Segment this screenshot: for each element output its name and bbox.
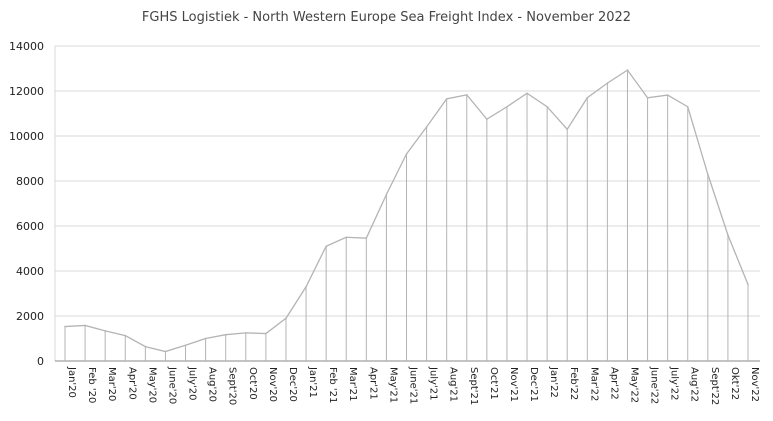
x-tick-label: Aug'20: [207, 367, 218, 402]
chart-title: FGHS Logistiek - North Western Europe Se…: [141, 10, 632, 25]
x-tick-label: Oct'21: [488, 367, 499, 400]
data-point: [124, 334, 127, 337]
x-tick-label: Dec'21: [528, 367, 539, 402]
x-tick-label: Sept'22: [709, 367, 720, 405]
data-point: [586, 96, 589, 99]
x-tick-label: Mar'20: [106, 367, 117, 401]
y-tick-label: 2000: [16, 310, 44, 323]
x-tick-label: July'22: [669, 366, 680, 400]
data-point: [626, 69, 629, 71]
data-point: [546, 105, 548, 108]
y-tick-label: 12000: [9, 85, 44, 98]
x-tick-label: Jan'22: [548, 366, 559, 398]
data-point: [265, 332, 267, 335]
x-tick-label: Sept'20: [227, 367, 238, 405]
data-point: [425, 126, 428, 128]
data-point: [184, 344, 187, 347]
y-tick-label: 0: [37, 355, 44, 368]
x-tick-label: July'20: [187, 366, 198, 400]
y-tick-label: 4000: [16, 265, 44, 278]
data-point: [345, 236, 348, 239]
data-point: [104, 330, 106, 332]
x-tick-label: Okt'22: [729, 367, 740, 400]
x-tick-label: Dec'20: [287, 367, 298, 402]
data-point: [727, 234, 729, 236]
data-point: [707, 173, 709, 176]
data-point: [646, 96, 649, 99]
x-tick-label: Sept'21: [468, 367, 479, 405]
data-point: [285, 317, 287, 320]
x-tick-label: Mar'22: [588, 367, 599, 401]
x-tick-label: May'20: [146, 367, 157, 403]
x-tick-label: June'21: [408, 366, 419, 404]
data-point: [666, 94, 669, 96]
data-point: [204, 337, 207, 340]
x-tick-label: Jan'20: [66, 366, 77, 398]
data-point: [566, 128, 569, 131]
data-point: [84, 324, 86, 327]
x-tick-label: Feb '20: [86, 367, 97, 403]
data-point: [305, 285, 307, 288]
x-tick-label: May'21: [387, 367, 398, 403]
y-tick-label: 6000: [16, 220, 44, 233]
data-point: [144, 345, 147, 348]
data-point: [526, 92, 528, 95]
data-point: [465, 94, 468, 96]
data-point: [385, 193, 388, 196]
x-tick-label: Nov'21: [508, 367, 519, 402]
x-tick-label: May'22: [628, 367, 639, 403]
x-tick-label: Oct'20: [247, 367, 258, 400]
data-point: [445, 98, 448, 100]
x-tick-label: July'21: [428, 366, 439, 400]
x-tick-label: Jan'21: [307, 366, 318, 398]
x-tick-label: June'20: [166, 366, 177, 404]
data-point: [224, 333, 227, 336]
data-point: [606, 82, 609, 84]
data-point: [325, 245, 327, 248]
data-point: [686, 105, 689, 108]
data-point: [405, 153, 408, 155]
x-tick-label: Feb'22: [568, 367, 579, 400]
data-point: [365, 237, 368, 239]
x-tick-label: Mar'21: [347, 367, 358, 401]
x-tick-label: Nov'22: [749, 367, 760, 402]
x-tick-label: Apr'20: [126, 367, 137, 400]
data-point: [244, 332, 247, 334]
x-tick-label: Apr'21: [367, 367, 378, 400]
data-point: [747, 283, 749, 286]
x-tick-label: Aug'21: [448, 367, 459, 402]
data-point: [506, 105, 508, 108]
x-tick-label: Feb '21: [327, 367, 338, 403]
data-point: [164, 350, 167, 353]
data-point: [486, 118, 488, 120]
x-tick-label: Nov'20: [267, 367, 278, 402]
x-tick-label: Aug'22: [689, 367, 700, 402]
y-tick-label: 14000: [9, 40, 44, 53]
x-tick-label: Apr'22: [608, 367, 619, 400]
y-tick-label: 8000: [16, 175, 44, 188]
data-point: [64, 325, 66, 328]
x-tick-label: June'22: [649, 366, 660, 404]
y-tick-label: 10000: [9, 130, 44, 143]
